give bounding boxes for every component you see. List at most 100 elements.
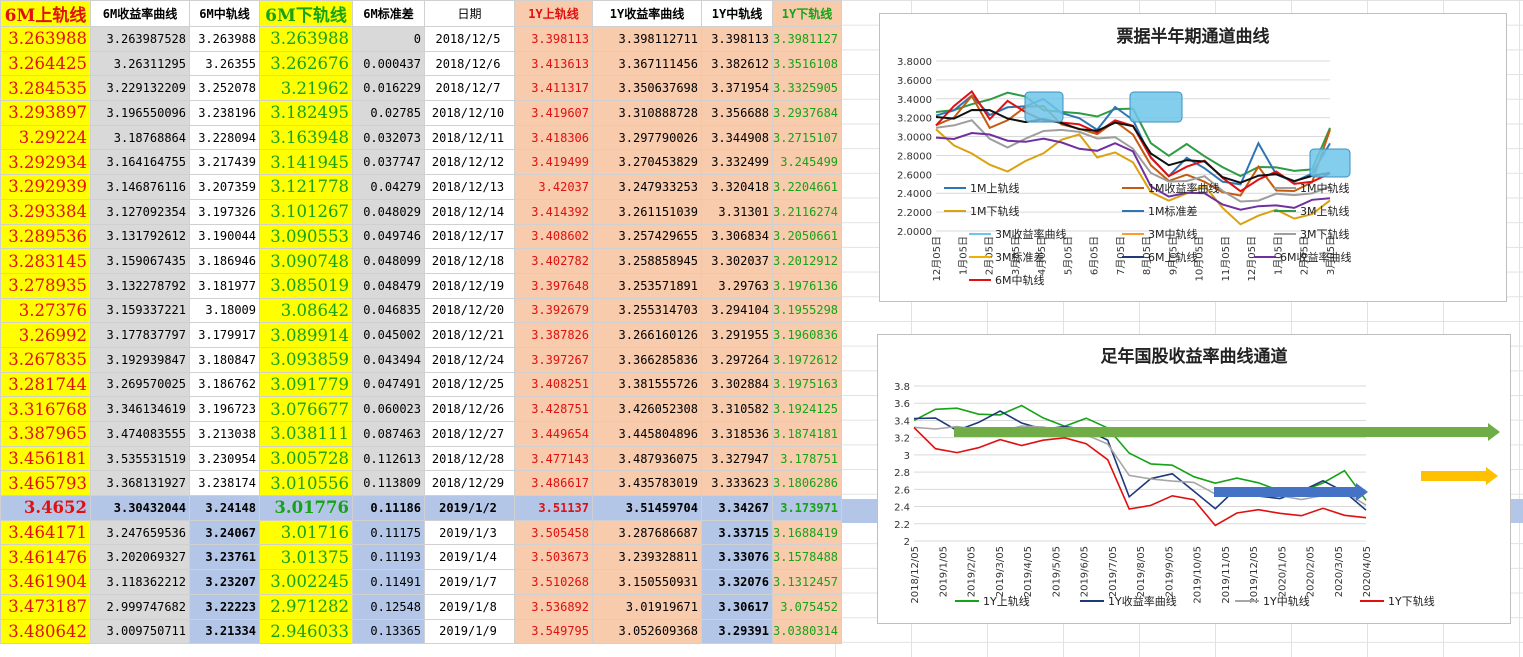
table-cell[interactable]: 3.238196 <box>189 100 260 126</box>
column-header[interactable]: 6M上轨线 <box>0 0 91 27</box>
table-cell[interactable]: 3.150550931 <box>592 569 702 595</box>
table-cell[interactable]: 3.228094 <box>189 124 260 151</box>
table-cell[interactable]: 3.038111 <box>259 421 353 447</box>
table-cell[interactable]: 2019/1/3 <box>424 519 515 546</box>
table-cell[interactable]: 2018/12/6 <box>424 50 515 77</box>
table-cell[interactable]: 3.1874181 <box>771 421 843 447</box>
table-cell[interactable]: 3.089914 <box>259 322 353 348</box>
table-cell[interactable]: 3.2050661 <box>771 223 843 250</box>
table-cell[interactable]: 2018/12/11 <box>424 124 515 151</box>
table-cell[interactable]: 3.318536 <box>701 421 773 447</box>
table-cell[interactable]: 3.258858945 <box>592 248 702 274</box>
table-cell[interactable]: 3.075452 <box>771 593 843 620</box>
table-cell[interactable]: 3.346134619 <box>90 396 190 422</box>
table-cell[interactable]: 0.11186 <box>352 495 425 521</box>
table-cell[interactable]: 3.292934 <box>0 149 91 176</box>
table-cell[interactable]: 3.131792612 <box>90 223 190 250</box>
table-cell[interactable]: 0.11175 <box>352 519 425 546</box>
table-cell[interactable]: 3.253571891 <box>592 272 702 299</box>
table-cell[interactable]: 3.283145 <box>0 248 91 274</box>
table-cell[interactable]: 3.435783019 <box>592 470 702 497</box>
table-cell[interactable]: 0.087463 <box>352 421 425 447</box>
table-cell[interactable]: 3.302884 <box>701 371 773 398</box>
table-cell[interactable]: 3.1960836 <box>771 322 843 348</box>
table-cell[interactable]: 3.22223 <box>189 593 260 620</box>
table-cell[interactable]: 2018/12/24 <box>424 346 515 373</box>
table-cell[interactable]: 3.465793 <box>0 470 91 497</box>
table-cell[interactable]: 3.293384 <box>0 198 91 225</box>
table-cell[interactable]: 3.266160126 <box>592 322 702 348</box>
table-cell[interactable]: 3.477143 <box>514 445 593 472</box>
table-cell[interactable]: 3.196723 <box>189 396 260 422</box>
table-cell[interactable]: 3.356688 <box>701 100 773 126</box>
table-cell[interactable]: 3.239328811 <box>592 544 702 571</box>
table-cell[interactable]: 3.238174 <box>189 470 260 497</box>
table-cell[interactable]: 0.047491 <box>352 371 425 398</box>
column-header[interactable]: 1Y中轨线 <box>701 0 773 27</box>
table-cell[interactable]: 3.181977 <box>189 272 260 299</box>
table-cell[interactable]: 3.090748 <box>259 248 353 274</box>
table-cell[interactable]: 0.046835 <box>352 297 425 324</box>
table-cell[interactable]: 3.486617 <box>514 470 593 497</box>
table-cell[interactable]: 3.1688419 <box>771 519 843 546</box>
table-cell[interactable]: 3.278935 <box>0 272 91 299</box>
table-cell[interactable]: 3.428751 <box>514 396 593 422</box>
table-cell[interactable]: 3.1955298 <box>771 297 843 324</box>
table-cell[interactable]: 3.31301 <box>701 198 773 225</box>
table-cell[interactable]: 3.456181 <box>0 445 91 472</box>
table-cell[interactable]: 3.381555726 <box>592 371 702 398</box>
table-cell[interactable]: 3.398113 <box>701 26 773 52</box>
table-cell[interactable]: 3.21334 <box>189 618 260 645</box>
table-cell[interactable]: 3.21962 <box>259 75 353 102</box>
table-cell[interactable]: 3.192939847 <box>90 346 190 373</box>
table-cell[interactable]: 3.005728 <box>259 445 353 472</box>
table-cell[interactable]: 3.118362212 <box>90 569 190 595</box>
table-cell[interactable]: 3.076677 <box>259 396 353 422</box>
table-cell[interactable]: 3.196550096 <box>90 100 190 126</box>
table-cell[interactable]: 3.287686687 <box>592 519 702 546</box>
table-cell[interactable]: 3.408251 <box>514 371 593 398</box>
table-cell[interactable]: 3.419499 <box>514 149 593 176</box>
table-cell[interactable]: 3.316768 <box>0 396 91 422</box>
table-cell[interactable]: 3.536892 <box>514 593 593 620</box>
table-cell[interactable]: 3.397267 <box>514 346 593 373</box>
table-cell[interactable]: 3.310582 <box>701 396 773 422</box>
table-cell[interactable]: 3.1312457 <box>771 569 843 595</box>
table-cell[interactable]: 3.505458 <box>514 519 593 546</box>
table-cell[interactable]: 3.387965 <box>0 421 91 447</box>
table-cell[interactable]: 3.146876116 <box>90 174 190 200</box>
table-cell[interactable]: 2019/1/7 <box>424 569 515 595</box>
table-cell[interactable]: 3.245499 <box>771 149 843 176</box>
table-cell[interactable]: 3.306834 <box>701 223 773 250</box>
one-year-yield-channel-chart[interactable]: 足年国股收益率曲线通道 3.8 3.6 3.4 3.2 3 2.8 2.6 2.4 2.2 2 201… <box>877 334 1511 624</box>
table-cell[interactable]: 2018/12/5 <box>424 26 515 52</box>
table-cell[interactable]: 3.247933253 <box>592 174 702 200</box>
table-cell[interactable]: 3.217439 <box>189 149 260 176</box>
table-cell[interactable]: 3.461904 <box>0 569 91 595</box>
table-cell[interactable]: 3.480642 <box>0 618 91 645</box>
table-cell[interactable]: 2018/12/21 <box>424 322 515 348</box>
table-cell[interactable]: 3.24148 <box>189 495 260 521</box>
column-header[interactable]: 6M中轨线 <box>189 0 260 27</box>
table-cell[interactable]: 3.503673 <box>514 544 593 571</box>
table-cell[interactable]: 3.487936075 <box>592 445 702 472</box>
table-cell[interactable]: 3.257429655 <box>592 223 702 250</box>
table-cell[interactable]: 3.182495 <box>259 100 353 126</box>
table-cell[interactable]: 3.179917 <box>189 322 260 348</box>
table-cell[interactable]: 3.3981127 <box>771 26 843 52</box>
table-cell[interactable]: 3.414392 <box>514 198 593 225</box>
table-cell[interactable]: 2018/12/26 <box>424 396 515 422</box>
table-cell[interactable]: 3.398113 <box>514 26 593 52</box>
table-cell[interactable]: 3.085019 <box>259 272 353 299</box>
table-cell[interactable]: 3.229132209 <box>90 75 190 102</box>
table-cell[interactable]: 3.371954 <box>701 75 773 102</box>
table-cell[interactable]: 0.11491 <box>352 569 425 595</box>
table-cell[interactable]: 2018/12/25 <box>424 371 515 398</box>
table-cell[interactable]: 3.445804896 <box>592 421 702 447</box>
table-cell[interactable]: 3.186762 <box>189 371 260 398</box>
table-cell[interactable]: 3.263988 <box>0 26 91 52</box>
table-cell[interactable]: 3.535531519 <box>90 445 190 472</box>
table-cell[interactable]: 0.060023 <box>352 396 425 422</box>
table-cell[interactable]: 3.173971 <box>771 495 843 521</box>
table-cell[interactable]: 3.549795 <box>514 618 593 645</box>
